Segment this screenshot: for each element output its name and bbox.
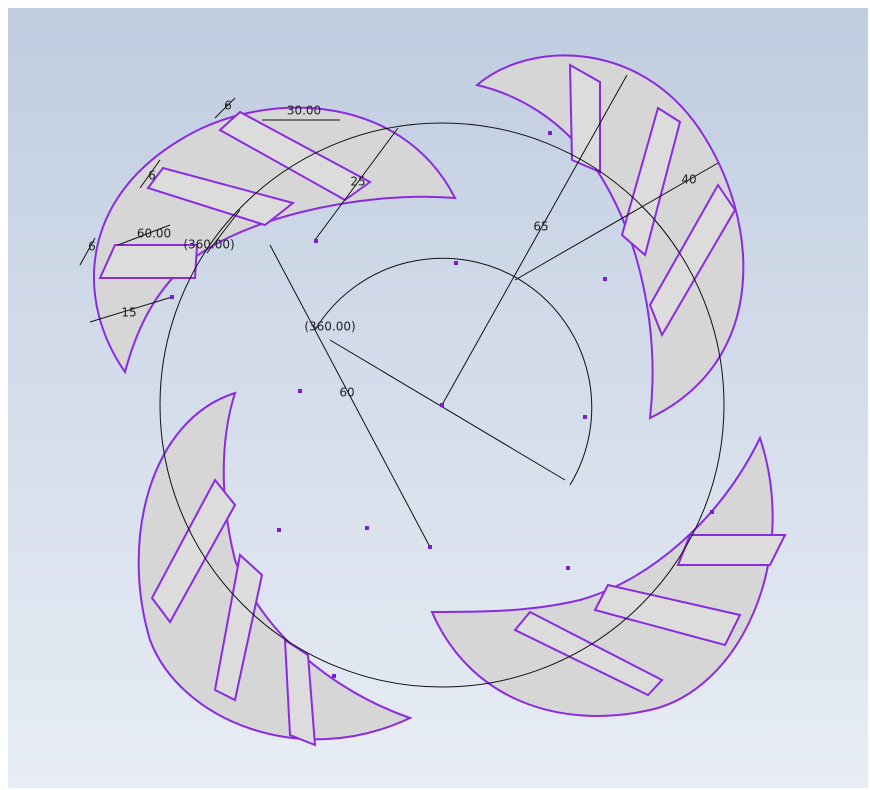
slot: [568, 63, 601, 174]
dimension-label: 6: [88, 240, 96, 254]
slot: [218, 110, 372, 202]
dimension-line: [269, 244, 431, 548]
dimension-line: [79, 237, 96, 266]
blade: [137, 391, 413, 741]
dimension-label: (360.00): [183, 238, 234, 252]
slot: [213, 553, 264, 702]
dimension-line: [206, 209, 241, 254]
slot: [283, 638, 317, 747]
dimension-line: [314, 127, 399, 241]
dimension-line: [139, 159, 161, 189]
slot: [620, 106, 682, 257]
slot: [513, 610, 664, 697]
slot: [676, 534, 787, 566]
slot: [593, 583, 742, 647]
blade: [430, 435, 774, 717]
slot: [146, 166, 296, 227]
dimension-label: 25: [350, 175, 365, 189]
dimension-label: 60: [339, 386, 354, 400]
slot: [648, 183, 737, 338]
slot: [98, 244, 199, 279]
slot: [150, 478, 237, 624]
dimension-label: 30.00: [287, 104, 321, 118]
dimension-line: [441, 74, 628, 406]
dimension-line: [329, 339, 566, 481]
dimension-label: 40: [681, 173, 696, 187]
viewport: [8, 8, 868, 788]
outer-circle: [159, 122, 725, 688]
dimension-labels: 30.00 25 60.00 (360.00) 15 6 6 6 65 40 (360.00) 60: [88, 99, 696, 400]
dimension-label: 65: [533, 220, 548, 234]
dimension-line: [117, 224, 171, 246]
sketch-points: [170, 131, 714, 678]
dimension-line: [89, 296, 173, 323]
dimension-label: (360.00): [304, 320, 355, 334]
inner-arc: [314, 257, 593, 486]
dimension-label: 6: [224, 99, 232, 113]
dimension-line: [514, 162, 719, 281]
dimension-label: 6: [148, 169, 156, 183]
dimension-label: 60.00: [137, 227, 171, 241]
dimension-label: 15: [121, 306, 136, 320]
dimension-line: [214, 97, 236, 119]
